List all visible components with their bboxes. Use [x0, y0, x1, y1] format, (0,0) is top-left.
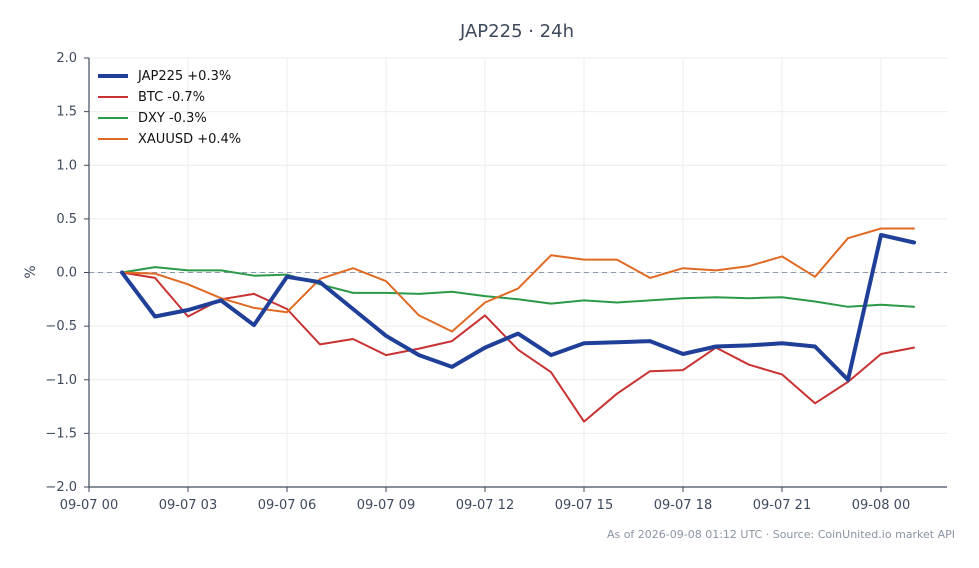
series-line-0: [120, 233, 916, 382]
x-tick-label: 09-07 03: [159, 498, 217, 513]
legend-label: XAUUSD +0.4%: [138, 132, 241, 147]
x-tick-label: 09-08 00: [852, 498, 910, 513]
y-tick-label: 0.5: [56, 212, 77, 227]
series-line-2: [121, 266, 915, 308]
legend-label: BTC -0.7%: [138, 90, 205, 105]
chart-title: JAP225 · 24h: [459, 21, 574, 42]
x-tick-label: 09-07 15: [555, 498, 613, 513]
x-tick-label: 09-07 18: [654, 498, 712, 513]
y-tick-label: 1.0: [56, 158, 77, 173]
x-tick-label: 09-07 00: [60, 498, 118, 513]
source-footnote: As of 2026-09-08 01:12 UTC · Source: Coi…: [607, 528, 955, 541]
y-tick-label: −1.5: [45, 426, 77, 441]
y-tick-label: 0.0: [56, 266, 77, 281]
legend: JAP225 +0.3% BTC -0.7% DXY -0.3% XAUUSD +0.…: [98, 69, 241, 147]
series-lines: [120, 227, 916, 423]
y-tick-label: −2.0: [45, 480, 77, 495]
y-tick-label: 1.5: [56, 105, 77, 120]
y-axis-label: %: [23, 265, 39, 278]
legend-label: JAP225 +0.3%: [137, 69, 231, 84]
y-tick-label: 2.0: [56, 51, 77, 66]
x-tick-label: 09-07 06: [258, 498, 316, 513]
y-tick-label: −0.5: [45, 319, 77, 334]
x-tick-label: 09-07 09: [357, 498, 415, 513]
series-line-1: [121, 271, 915, 423]
legend-label: DXY -0.3%: [138, 111, 207, 126]
x-tick-label: 09-07 12: [456, 498, 514, 513]
axes: −2.0 −1.5 −1.0 −0.5 0.0 0.5 1.0 1.5 2.0 09-07 00 0…: [45, 51, 947, 513]
y-tick-label: −1.0: [45, 373, 77, 388]
series-line-3: [121, 227, 915, 333]
x-tick-label: 09-07 21: [753, 498, 811, 513]
